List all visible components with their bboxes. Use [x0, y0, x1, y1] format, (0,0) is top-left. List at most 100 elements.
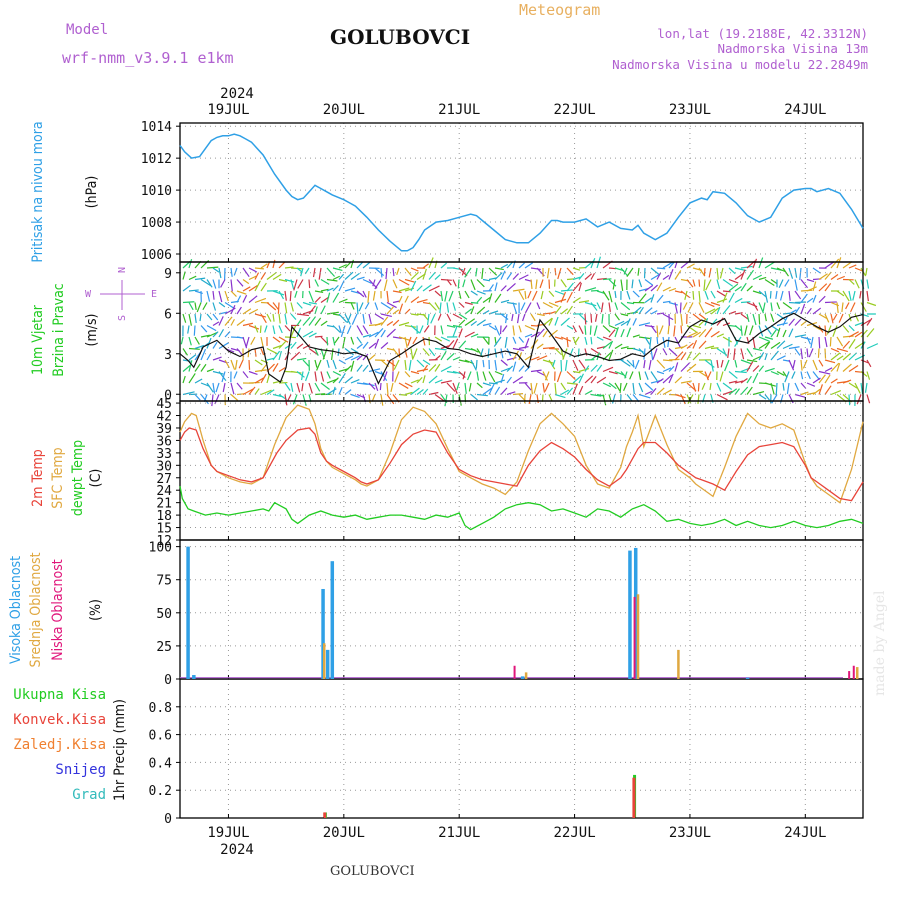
wind-arrow — [290, 370, 302, 374]
wind-arrow — [590, 353, 600, 361]
wind-arrow — [830, 274, 839, 280]
cloud-unit: (%) — [88, 599, 104, 621]
wind-arrow — [200, 325, 208, 333]
wind-arrow — [493, 336, 502, 347]
wind-arrow — [776, 327, 781, 338]
wind-arrow — [842, 353, 851, 361]
dewpoint-label: dewpt Temp — [70, 440, 86, 516]
wind-arrow — [554, 382, 557, 395]
wind-arrow — [697, 394, 700, 404]
wind-arrow — [698, 370, 707, 377]
wind-arrow — [404, 267, 412, 277]
wind-arrow — [448, 290, 454, 302]
wind-arrow — [758, 336, 770, 342]
wind-arrow — [770, 370, 779, 376]
wind-arrow — [668, 261, 675, 269]
wind-arrow — [236, 306, 242, 315]
wind-arrow — [704, 308, 716, 315]
wind-arrow — [658, 325, 664, 335]
wind-arrow — [512, 288, 525, 292]
wind-arrow — [673, 325, 676, 337]
wind-arrow — [326, 292, 331, 303]
wind-arrow — [818, 295, 826, 303]
wind-arrow — [770, 324, 780, 332]
wind-arrow — [350, 272, 360, 280]
wind-arrow — [272, 336, 281, 343]
wind-arrow — [566, 382, 578, 385]
wind-arrow — [719, 371, 724, 382]
wind-arrow — [362, 382, 375, 387]
wind-arrow — [692, 352, 701, 361]
wind-arrow — [842, 290, 850, 302]
day-tick-label-bottom: 24JUL — [784, 825, 826, 841]
dewpoint-line — [179, 485, 864, 531]
wind-arrow — [776, 340, 786, 349]
wind-arrow — [637, 267, 640, 276]
wind-arrow — [350, 336, 355, 345]
wind-arrow — [308, 348, 319, 356]
wind-arrow — [548, 290, 555, 297]
wind-arrow — [511, 313, 514, 322]
y-tick-label: 50 — [156, 607, 172, 622]
wind-arrow — [710, 330, 720, 338]
wind-arrow — [470, 306, 475, 315]
wind-arrow — [220, 279, 226, 288]
wind-arrow — [758, 365, 765, 372]
wind-arrow — [314, 296, 321, 303]
wind-arrow — [572, 375, 582, 384]
wind-arrow — [554, 336, 563, 340]
wind-arrow — [512, 361, 517, 372]
wind-arrow — [284, 394, 288, 406]
wind-arrow — [818, 336, 821, 349]
wind-arrow — [506, 301, 517, 305]
wind-arrow — [800, 336, 812, 341]
wind-arrow — [502, 325, 508, 333]
wind-arrow — [608, 324, 618, 330]
cloud-bar — [745, 677, 750, 679]
wind-arrow — [428, 348, 436, 357]
wind-arrow — [746, 359, 758, 363]
wind-arrow — [600, 302, 604, 313]
wind-arrow — [530, 313, 536, 322]
wind-arrow — [182, 301, 195, 304]
wind-arrow — [775, 382, 778, 395]
wind-arrow — [546, 267, 550, 279]
wind-arrow — [614, 313, 620, 321]
wind-arrow — [422, 364, 428, 372]
wind-arrow — [326, 311, 339, 315]
wind-arrow — [386, 328, 396, 338]
wind-arrow — [638, 371, 642, 380]
wind-arrow — [289, 290, 292, 302]
wind-arrow — [320, 320, 328, 326]
wind-arrow — [242, 286, 251, 292]
wind-arrow — [632, 290, 640, 298]
cloud-bar — [192, 675, 196, 679]
day-tick-label-top: 21JUL — [438, 102, 480, 118]
wind-arrow — [594, 313, 598, 322]
y-tick-label: 45 — [156, 397, 172, 412]
wind-arrow — [764, 341, 771, 349]
wind-arrow — [278, 367, 286, 373]
wind-arrow — [533, 382, 538, 394]
wind-arrow — [458, 328, 463, 338]
wind-arrow — [326, 371, 331, 379]
y-tick-label: 75 — [156, 574, 172, 589]
cloud-bar — [186, 546, 190, 679]
wind-arrow — [236, 382, 243, 390]
wind-arrow — [308, 290, 314, 303]
wind-arrow — [437, 313, 442, 321]
wind-arrow — [194, 313, 197, 324]
wind-arrow — [383, 279, 388, 292]
wind-arrow — [764, 336, 774, 340]
wind-arrow — [648, 359, 652, 370]
wind-arrow — [278, 336, 289, 343]
wind-arrow — [704, 359, 715, 368]
y-tick-label: 0.2 — [149, 784, 172, 799]
wind-arrow — [536, 302, 541, 310]
pressure-label: Pritisak na nivou mora — [30, 121, 46, 262]
wind-arrow — [560, 382, 567, 391]
wind-arrow — [482, 322, 492, 327]
wind-arrow — [312, 267, 316, 278]
wind-arrow — [776, 355, 786, 361]
